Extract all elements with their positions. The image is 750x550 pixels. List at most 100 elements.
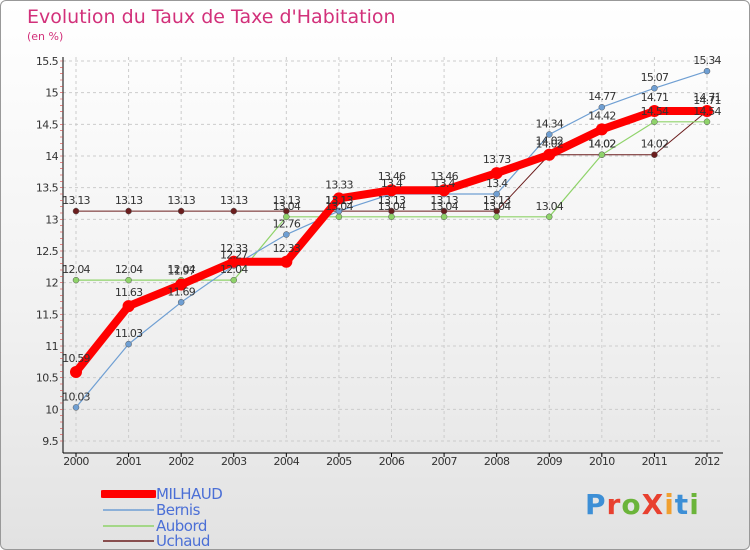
chart-title: Evolution du Taux de Taxe d'Habitation: [27, 6, 396, 28]
data-point-aubord: [230, 276, 237, 284]
data-label-aubord: 12.04: [220, 263, 248, 276]
data-label-milhaud: 13.46: [378, 170, 406, 183]
data-label-aubord: 13.04: [430, 200, 458, 213]
data-label-aubord: 13.04: [273, 200, 301, 213]
logo-letter: X: [641, 488, 665, 521]
y-tick-label: 10.5: [36, 372, 59, 385]
legend-swatch-aubord: [103, 525, 154, 527]
proxiti-logo: ProXiti: [585, 488, 700, 521]
data-point-milhaud: [280, 255, 293, 268]
data-point-bernis: [125, 340, 132, 348]
data-label-milhaud: 12.33: [220, 242, 248, 255]
y-tick-label: 10: [45, 403, 58, 416]
axes: 9.5 10 10.5 11 11.5 12 12.5 13 13.5 14 14.5 15 15.5 2…: [36, 55, 723, 468]
x-tick-label: 2000: [63, 455, 89, 468]
data-label-bernis: 13.4: [486, 177, 508, 190]
y-tick-label: 15: [45, 87, 58, 100]
data-point-aubord: [703, 118, 711, 126]
data-label-bernis: 14.34: [536, 117, 564, 130]
logo-letter: i: [689, 488, 700, 521]
x-tick-label: 2010: [589, 455, 615, 468]
data-label-uchaud: 13.13: [378, 194, 406, 207]
y-tick-label: 12.5: [36, 245, 59, 258]
data-point-bernis: [72, 404, 80, 411]
data-label-uchaud: 13.13: [62, 194, 90, 207]
data-point-bernis: [177, 299, 185, 306]
data-label-milhaud: 14.71: [641, 91, 669, 104]
data-label-milhaud: 11.97: [167, 265, 195, 278]
data-label-aubord: 13.04: [378, 200, 406, 213]
data-label-uchaud: 13.13: [430, 194, 458, 207]
data-label-aubord: 12.04: [62, 263, 90, 276]
x-tick-label: 2003: [221, 455, 247, 468]
plot-area: [63, 57, 723, 441]
data-label-bernis: 15.07: [641, 71, 669, 84]
data-point-uchaud: [125, 207, 132, 215]
legend-label-milhaud: MILHAUD: [156, 485, 223, 503]
data-point-aubord: [388, 213, 395, 221]
y-tick-label: 11.5: [36, 308, 59, 321]
x-tick-label: 2008: [484, 455, 510, 468]
data-point-bernis: [598, 103, 606, 111]
data-point-uchaud: [177, 207, 185, 215]
data-point-bernis: [493, 190, 500, 198]
data-point-milhaud: [70, 365, 82, 378]
data-label-aubord: 13.04: [536, 200, 564, 213]
legend-label-aubord: Aubord: [156, 517, 207, 535]
data-label-uchaud: 13.13: [483, 194, 511, 207]
data-point-uchaud: [651, 151, 658, 158]
data-point-milhaud: [385, 184, 398, 197]
data-point-milhaud: [701, 105, 713, 118]
data-point-milhaud: [648, 105, 661, 118]
logo-letter: t: [674, 488, 690, 521]
data-label-aubord: 14.02: [588, 138, 616, 151]
data-point-aubord: [283, 213, 290, 221]
data-point-aubord: [72, 276, 80, 284]
y-tick-label: 11: [45, 340, 58, 353]
data-point-milhaud: [175, 278, 188, 291]
data-label-uchaud: 13.13: [167, 194, 195, 207]
data-point-bernis: [703, 67, 711, 75]
data-point-uchaud: [72, 207, 80, 215]
data-label-bernis: 13.4: [381, 177, 403, 190]
data-point-milhaud: [595, 123, 608, 136]
grid: [63, 57, 723, 442]
x-tick-label: 2004: [274, 455, 300, 468]
data-point-bernis: [335, 207, 343, 215]
y-tick-label: 13.5: [36, 182, 59, 195]
data-label-milhaud: 13.46: [430, 170, 458, 183]
legend-label-uchaud: Uchaud: [156, 532, 210, 550]
data-label-bernis: 12.27: [220, 249, 248, 262]
data-label-uchaud: 14.02: [641, 138, 669, 151]
data-label-bernis: 10.03: [62, 390, 90, 403]
y-tick-label: 15.5: [36, 55, 59, 68]
x-tick-label: 2011: [642, 455, 668, 468]
y-tick-label: 9.5: [42, 435, 58, 448]
data-label-milhaud: 13.33: [325, 178, 353, 191]
logo-letter: P: [585, 488, 607, 521]
data-label-bernis: 14.77: [588, 90, 616, 103]
legend-swatch-uchaud: [103, 540, 154, 542]
data-label-bernis: 15.34: [693, 54, 721, 67]
data-label-uchaud: 13.13: [325, 194, 353, 207]
data-label-uchaud: 13.13: [220, 194, 248, 207]
x-tick-label: 2002: [168, 455, 194, 468]
data-label-milhaud: 12.33: [273, 242, 301, 255]
data-labels: 13.13 13.13 13.13 13.13 13.13 13.13 13.13 13.13…: [62, 54, 722, 403]
y-axis-unit: (en %): [27, 30, 64, 43]
data-label-bernis: 12.76: [273, 218, 301, 231]
data-point-milhaud: [122, 300, 135, 313]
data-point-aubord: [440, 213, 448, 221]
data-point-aubord: [493, 213, 500, 221]
data-point-bernis: [283, 231, 290, 238]
data-label-milhaud: 14.71: [693, 91, 721, 104]
data-point-milhaud: [490, 167, 503, 180]
data-point-bernis: [546, 131, 553, 138]
x-tick-label: 2005: [326, 455, 352, 468]
data-label-bernis: 11.03: [115, 327, 143, 340]
data-point-milhaud: [438, 184, 451, 197]
data-point-aubord: [335, 213, 343, 221]
data-label-uchaud: 14.71: [693, 94, 721, 107]
data-label-uchaud: 14.02: [536, 138, 564, 151]
